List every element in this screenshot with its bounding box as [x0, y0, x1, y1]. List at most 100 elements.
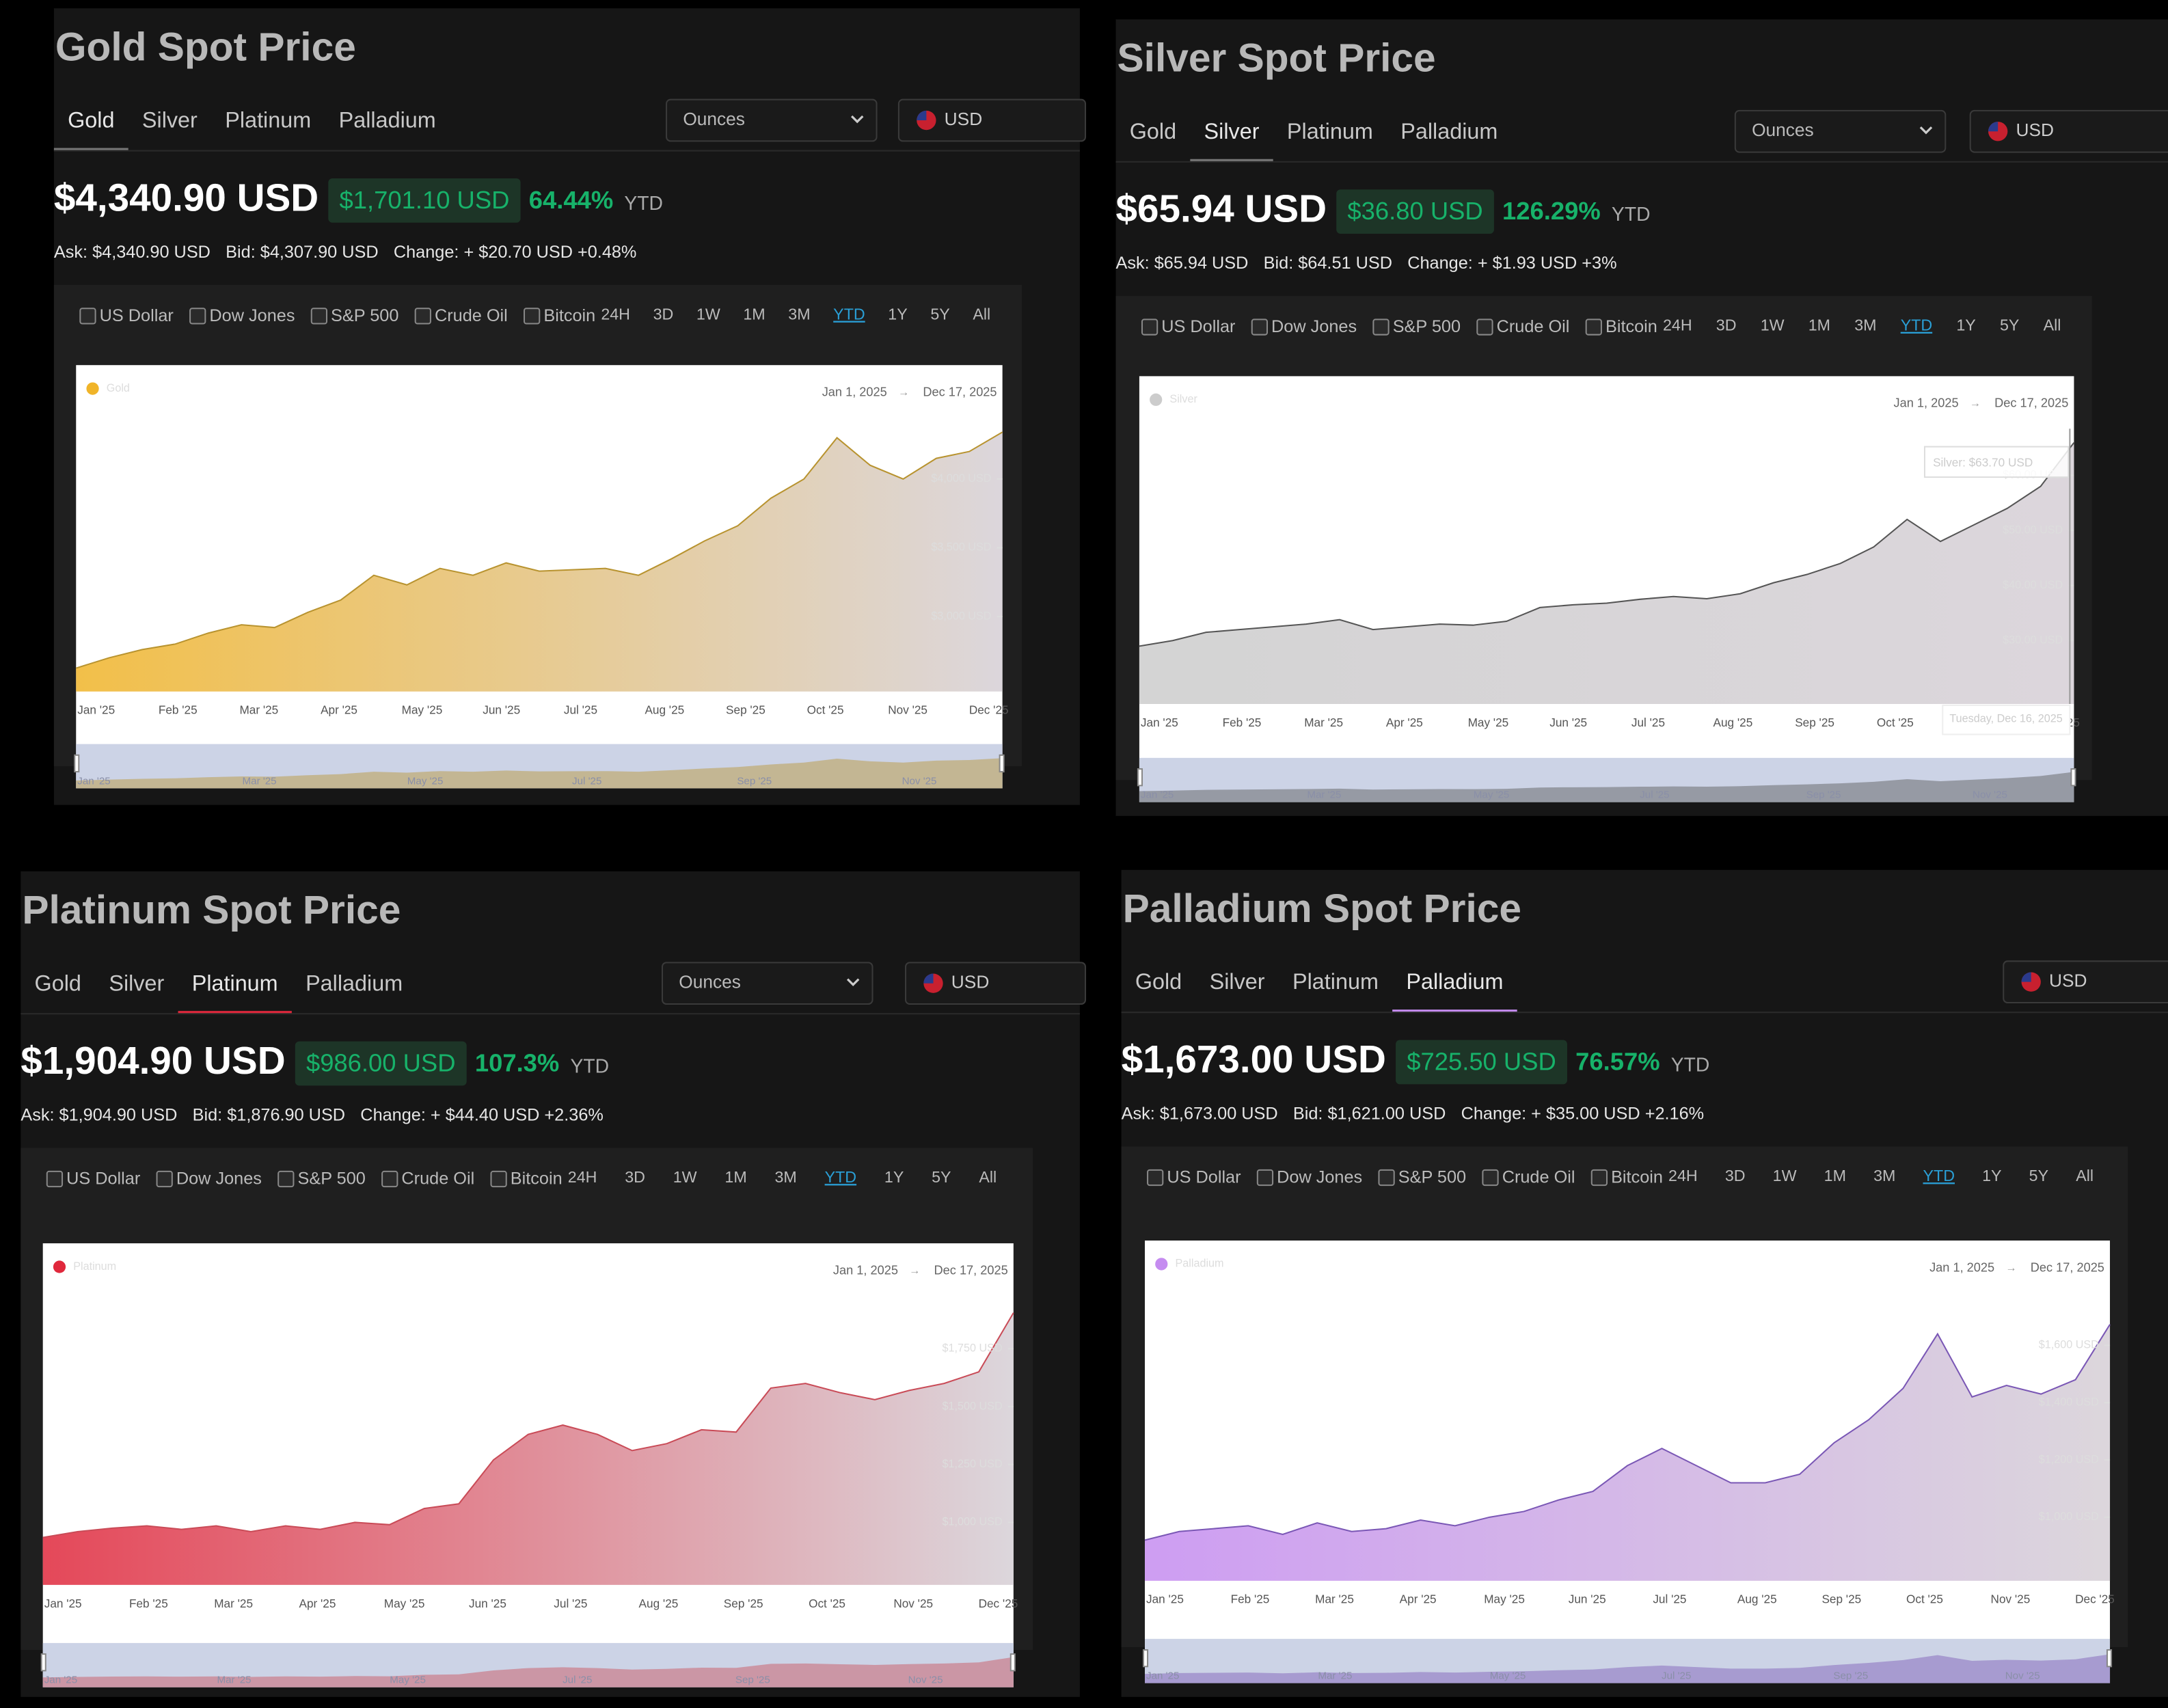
price-line — [1139, 442, 2075, 647]
legend-label[interactable]: Palladium — [1176, 1258, 1224, 1270]
quote-change-line: Change: + $44.40 USD +2.36% — [360, 1106, 604, 1125]
range-button[interactable]: 1W — [1773, 1167, 1797, 1184]
navigator-handle[interactable] — [74, 754, 80, 773]
range-button[interactable]: 1Y — [888, 305, 907, 323]
range-button[interactable]: 1Y — [1956, 316, 1975, 334]
range-button[interactable]: 1Y — [884, 1168, 904, 1186]
compare-checkbox[interactable] — [1251, 318, 1268, 336]
units-dropdown[interactable] — [661, 962, 873, 1005]
range-button[interactable]: 1Y — [1982, 1167, 2001, 1184]
y-tick-label: $1,000 USD — [943, 1516, 1003, 1528]
units-dropdown[interactable] — [666, 98, 878, 142]
range-button[interactable]: 1M — [1808, 316, 1830, 334]
metal-tab[interactable]: Gold — [35, 971, 81, 995]
range-button[interactable]: All — [979, 1168, 997, 1186]
compare-checkbox[interactable] — [1378, 1169, 1395, 1187]
compare-checkbox[interactable] — [381, 1170, 398, 1188]
legend-label[interactable]: Platinum — [73, 1260, 116, 1273]
compare-checkbox[interactable] — [1476, 318, 1493, 336]
range-button[interactable]: 3D — [653, 305, 674, 323]
range-button[interactable]: All — [2044, 316, 2061, 334]
compare-checkbox[interactable] — [156, 1170, 173, 1188]
compare-checkbox[interactable] — [490, 1170, 507, 1188]
legend-label[interactable]: Silver — [1169, 393, 1197, 405]
spot-price: $1,673.00 USD — [1122, 1038, 1386, 1081]
metal-tab[interactable]: Silver — [142, 108, 198, 133]
compare-checkbox[interactable] — [277, 1170, 295, 1188]
compare-checkbox[interactable] — [189, 308, 206, 325]
range-button[interactable]: YTD — [1901, 316, 1932, 334]
legend-label[interactable]: Gold — [107, 382, 130, 394]
currency-select[interactable] — [897, 98, 1087, 142]
range-button[interactable]: 1W — [673, 1168, 697, 1186]
range-button[interactable]: 5Y — [930, 305, 949, 323]
compare-checkbox[interactable] — [79, 308, 96, 325]
metal-tab[interactable]: Silver — [109, 971, 164, 995]
compare-checkbox[interactable] — [46, 1170, 64, 1188]
range-button[interactable]: 1M — [724, 1168, 746, 1186]
range-button[interactable]: 3M — [1873, 1167, 1895, 1184]
metal-tab[interactable]: Platinum — [1292, 969, 1379, 994]
navigator-handle[interactable] — [1137, 768, 1143, 787]
compare-checkbox[interactable] — [1147, 1169, 1164, 1187]
range-button[interactable]: All — [973, 305, 990, 323]
range-button[interactable]: 3M — [788, 305, 810, 323]
metal-tab[interactable]: Silver — [1204, 119, 1260, 144]
compare-checkbox[interactable] — [1256, 1169, 1274, 1187]
date-end: Dec 17, 2025 — [934, 1263, 1008, 1277]
range-button[interactable]: 24H — [601, 305, 630, 323]
currency-select[interactable] — [905, 962, 1087, 1005]
range-button[interactable]: 3M — [775, 1168, 797, 1186]
metal-tab[interactable]: Palladium — [306, 971, 403, 995]
range-button[interactable]: 3D — [625, 1168, 645, 1186]
range-button[interactable]: 1W — [696, 305, 720, 323]
metal-tab[interactable]: Gold — [1135, 969, 1182, 994]
range-button[interactable]: 1M — [1824, 1167, 1846, 1184]
metal-tab[interactable]: Palladium — [1406, 969, 1503, 994]
compare-checkbox[interactable] — [1590, 1169, 1608, 1187]
metal-tab[interactable]: Palladium — [339, 108, 436, 133]
x-tick-label: Apr '25 — [321, 703, 357, 717]
range-button[interactable]: 24H — [568, 1168, 597, 1186]
metal-tab[interactable]: Platinum — [1287, 119, 1373, 144]
navigator-handle[interactable] — [1142, 1649, 1149, 1668]
metal-tab[interactable]: Silver — [1210, 969, 1265, 994]
range-button[interactable]: 5Y — [2029, 1167, 2048, 1184]
metal-tab[interactable]: Platinum — [192, 971, 278, 995]
range-button[interactable]: 5Y — [2000, 316, 2019, 334]
range-button[interactable]: YTD — [1923, 1167, 1955, 1184]
range-button[interactable]: 24H — [1663, 316, 1692, 334]
range-button[interactable]: 1W — [1761, 316, 1785, 334]
navigator-handle[interactable] — [2070, 768, 2076, 787]
navigator-handle[interactable] — [2106, 1649, 2113, 1668]
compare-checkbox[interactable] — [524, 308, 541, 325]
compare-checkbox[interactable] — [414, 308, 431, 325]
range-button[interactable]: YTD — [833, 305, 865, 323]
metal-tab[interactable]: Platinum — [225, 108, 311, 133]
navigator-handle[interactable] — [1010, 1653, 1016, 1672]
compare-checkbox[interactable] — [1372, 318, 1390, 336]
metal-tab[interactable]: Gold — [1130, 119, 1176, 144]
metal-tab[interactable]: Gold — [68, 108, 114, 133]
currency-select[interactable] — [2003, 960, 2168, 1004]
compare-checkbox[interactable] — [1585, 318, 1602, 336]
range-button[interactable]: 1M — [743, 305, 765, 323]
metal-tab[interactable]: Palladium — [1400, 119, 1498, 144]
x-tick-label: Jan '25 — [77, 703, 115, 717]
range-button[interactable]: 3D — [1716, 316, 1737, 334]
range-button[interactable]: 24H — [1668, 1167, 1698, 1184]
range-button[interactable]: YTD — [825, 1168, 856, 1186]
compare-checkbox[interactable] — [1482, 1169, 1499, 1187]
range-button[interactable]: All — [2076, 1167, 2094, 1184]
compare-checkbox[interactable] — [1141, 318, 1158, 336]
navigator-handle[interactable] — [40, 1653, 46, 1672]
range-button[interactable]: 5Y — [932, 1168, 951, 1186]
range-button[interactable]: 3M — [1854, 316, 1876, 334]
units-dropdown[interactable] — [1734, 109, 1947, 153]
navigator-handle[interactable] — [999, 754, 1005, 773]
currency-select[interactable] — [1969, 109, 2168, 153]
compare-checkbox[interactable] — [310, 308, 328, 325]
tab-underline — [1190, 159, 1273, 162]
range-button[interactable]: 3D — [1725, 1167, 1746, 1184]
compare-label: US Dollar — [1161, 317, 1235, 336]
